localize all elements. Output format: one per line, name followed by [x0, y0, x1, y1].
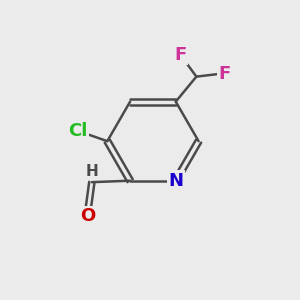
- Text: O: O: [80, 207, 95, 225]
- Text: N: N: [168, 172, 183, 190]
- Text: Cl: Cl: [68, 122, 88, 140]
- Text: H: H: [85, 164, 98, 179]
- Text: F: F: [174, 46, 186, 64]
- Text: F: F: [218, 65, 230, 83]
